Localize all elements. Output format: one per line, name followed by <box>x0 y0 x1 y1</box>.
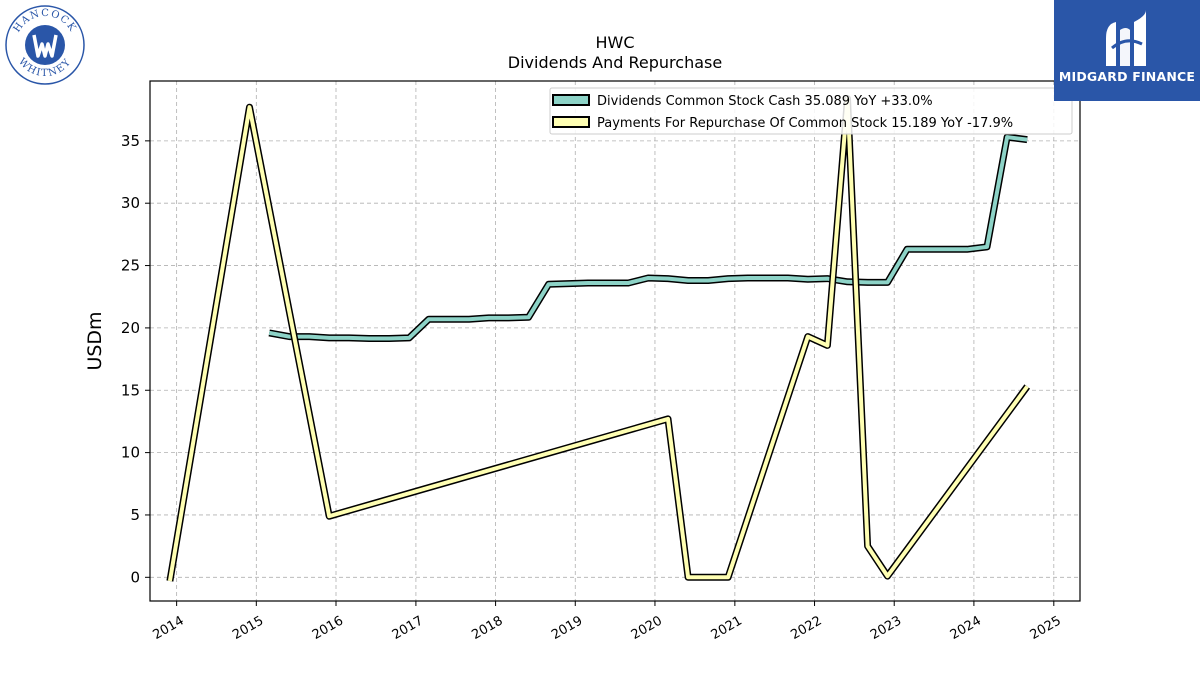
series-line-outline <box>268 133 1028 342</box>
series-line <box>268 135 1028 341</box>
y-tick-label: 20 <box>121 319 140 337</box>
y-tick-label: 10 <box>121 444 140 462</box>
grid-lines <box>150 81 1080 601</box>
x-tick-label: 2020 <box>629 613 665 643</box>
brand-badge: MIDGARD FINANCE <box>1054 0 1200 101</box>
series-0 <box>268 133 1028 342</box>
x-tick-label: 2018 <box>469 613 505 643</box>
company-logo: HANCOCK WHITNEY <box>4 4 86 90</box>
y-axis: 0 5 10 15 20 25 30 35 <box>121 132 150 586</box>
x-tick-label: 2022 <box>788 613 824 643</box>
y-tick-label: 25 <box>121 257 140 275</box>
x-tick-label: 2024 <box>948 613 984 643</box>
y-tick-label: 15 <box>121 381 140 399</box>
x-tick-label: 2014 <box>150 613 186 643</box>
legend-box <box>549 87 1073 135</box>
chart-title: HWC <box>595 33 634 52</box>
y-tick-label: 0 <box>130 568 140 586</box>
x-tick-label: 2021 <box>709 613 745 643</box>
x-tick-label: 2019 <box>549 613 585 643</box>
legend: Dividends Common Stock Cash 35.089 YoY +… <box>549 87 1073 135</box>
series-layer <box>166 95 1031 582</box>
legend-swatch <box>552 94 590 106</box>
y-tick-label: 5 <box>130 506 140 524</box>
legend-label: Payments For Repurchase Of Common Stock … <box>597 116 1013 131</box>
x-tick-label: 2015 <box>230 613 266 643</box>
x-tick-label: 2023 <box>868 613 904 643</box>
plot-frame <box>149 80 1081 602</box>
legend-swatch <box>552 116 590 128</box>
y-axis-label: USDm <box>84 311 106 370</box>
y-tick-label: 30 <box>121 194 140 212</box>
brand-name: MIDGARD FINANCE <box>1058 69 1196 84</box>
x-axis: 2014 2015 2016 2017 2018 2019 2020 2021 2022 2023… <box>150 601 1064 643</box>
chart-subtitle: Dividends And Repurchase <box>508 53 722 72</box>
x-tick-label: 2025 <box>1028 613 1064 643</box>
brand-mark-icon <box>1106 10 1146 66</box>
x-tick-label: 2016 <box>310 613 346 643</box>
y-tick-label: 35 <box>121 132 140 150</box>
x-tick-label: 2017 <box>390 613 426 643</box>
series-1 <box>166 95 1031 582</box>
legend-label: Dividends Common Stock Cash 35.089 YoY +… <box>597 94 933 109</box>
